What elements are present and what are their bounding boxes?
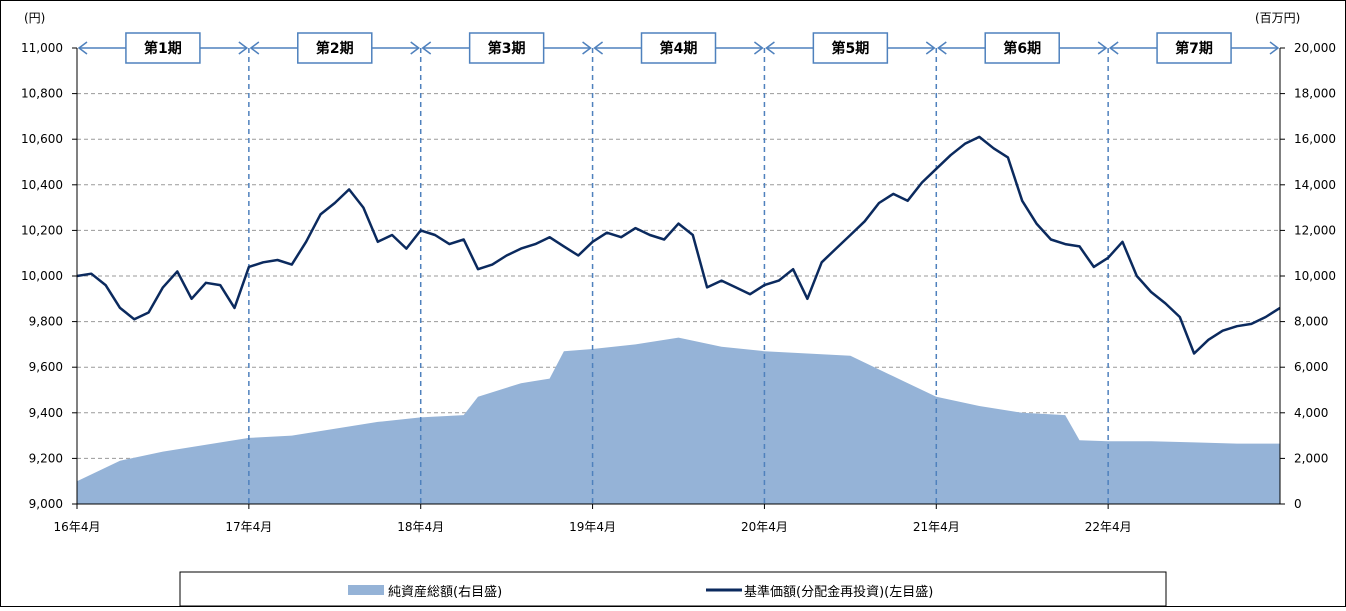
x-tick-label: 21年4月 [913, 520, 960, 534]
legend-box [179, 571, 1167, 607]
period-label: 第5期 [831, 40, 869, 57]
left-tick-label: 9,200 [29, 451, 63, 465]
period-arrowhead-left [1108, 41, 1119, 55]
period-label: 第3期 [488, 40, 526, 57]
period-arrowhead-left [249, 41, 260, 55]
right-tick-label: 12,000 [1294, 223, 1336, 237]
x-tick-label: 22年4月 [1085, 520, 1132, 534]
net-assets-area [77, 337, 1280, 504]
left-tick-label: 10,200 [21, 223, 63, 237]
right-tick-label: 16,000 [1294, 132, 1336, 146]
right-tick-label: 8,000 [1294, 315, 1328, 329]
period-arrowhead-right [1269, 41, 1280, 55]
period-arrowhead-right [1097, 41, 1108, 55]
x-tick-label: 16年4月 [54, 520, 101, 534]
period-arrowhead-left [765, 41, 775, 55]
x-tick-label: 17年4月 [225, 520, 272, 534]
legend-area-swatch [348, 585, 384, 595]
x-tick-label: 20年4月 [741, 520, 788, 534]
period-label-box [984, 32, 1060, 64]
legend-line-label: 基準価額(分配金再投資)(左目盛) [744, 584, 933, 600]
period-arrowhead-left [77, 41, 88, 55]
period-arrowhead-right [582, 41, 592, 55]
legend: 純資産総額(右目盛) 基準価額(分配金再投資)(左目盛) [179, 571, 1167, 607]
right-tick-label: 18,000 [1294, 87, 1336, 101]
right-tick-label: 2,000 [1294, 451, 1328, 465]
period-label-box [1156, 32, 1232, 64]
right-tick-label: 10,000 [1294, 269, 1336, 283]
period-label-box [297, 32, 373, 64]
period-arrowhead-right [925, 41, 936, 55]
period-label-box [468, 32, 545, 64]
period-arrowhead-left [937, 41, 947, 55]
period-label: 第1期 [144, 40, 182, 57]
period-label-box [640, 32, 717, 64]
left-tick-label: 11,000 [21, 41, 63, 55]
axes: 9,000 9,200 9,400 9,600 9,800 10,000 10,200 10,… [21, 41, 1336, 534]
right-tick-label: 4,000 [1294, 406, 1328, 420]
period-label: 第4期 [660, 40, 698, 57]
period-arrowhead-right [410, 41, 420, 55]
period-arrowhead-right [753, 41, 764, 55]
right-tick-label: 6,000 [1294, 360, 1328, 374]
period-boundaries [248, 48, 1109, 504]
left-tick-label: 10,600 [21, 132, 63, 146]
left-tick-label: 9,600 [29, 360, 63, 374]
period-arrowhead-left [593, 41, 604, 55]
legend-area-label: 純資産総額(右目盛) [388, 584, 502, 600]
period-label: 第6期 [1003, 40, 1041, 57]
period-arrowhead-right [238, 41, 249, 55]
left-tick-label: 9,800 [29, 315, 63, 329]
period-label: 第2期 [316, 40, 354, 57]
period-arrowhead-left [421, 41, 432, 55]
left-tick-label: 10,400 [21, 178, 63, 192]
period-label: 第7期 [1175, 40, 1213, 57]
right-axis-unit: (百万円) [1255, 11, 1300, 25]
x-tick-label: 18年4月 [397, 520, 444, 534]
x-tick-label: 19年4月 [569, 520, 616, 534]
left-tick-label: 9,000 [29, 497, 63, 511]
right-tick-label: 0 [1294, 497, 1302, 511]
left-tick-label: 10,000 [21, 269, 63, 283]
left-tick-label: 10,800 [21, 87, 63, 101]
right-tick-label: 14,000 [1294, 178, 1336, 192]
line-series-layer [76, 135, 1281, 355]
left-tick-label: 9,400 [29, 406, 63, 420]
area-series-layer [77, 337, 1280, 504]
right-tick-label: 20,000 [1294, 41, 1336, 55]
period-label-box [125, 32, 201, 64]
nav-line [76, 135, 1281, 355]
period-label-box [812, 32, 889, 64]
left-axis-unit: (円) [24, 11, 45, 25]
period-markers: 第1期 第2期 第3期 第4期 第5期 第6期 第7期 [77, 32, 1280, 64]
